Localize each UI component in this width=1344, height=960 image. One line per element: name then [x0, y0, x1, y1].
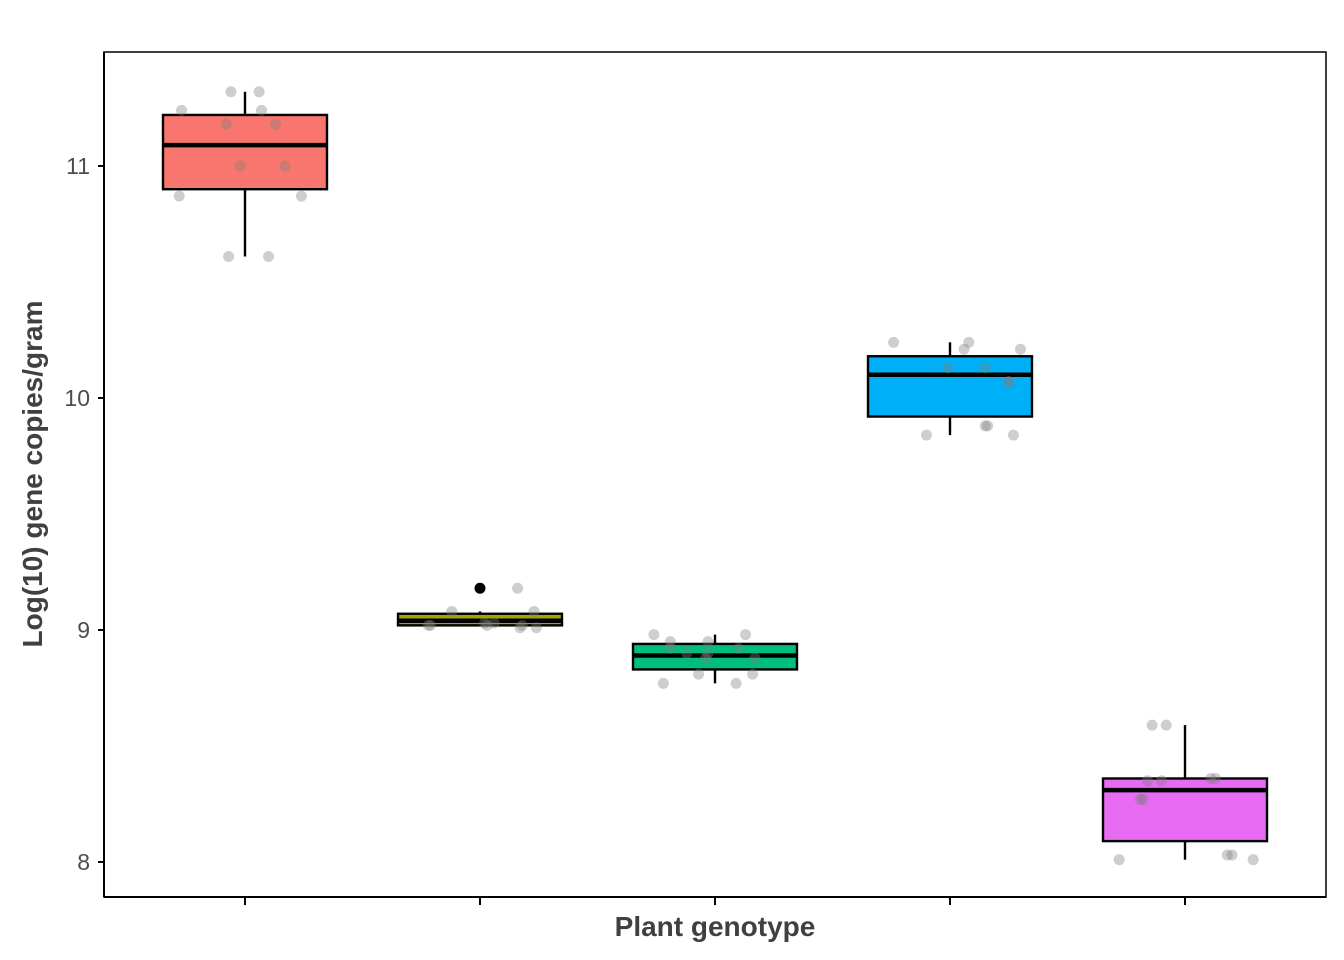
data-point	[1141, 775, 1153, 787]
data-point	[1007, 429, 1019, 441]
plot-panel	[103, 51, 1327, 898]
data-point	[1137, 793, 1149, 805]
data-point	[295, 190, 307, 202]
data-point	[425, 619, 437, 631]
data-point	[223, 250, 235, 262]
y-tick-label: 8	[77, 849, 90, 875]
box-iqr	[161, 113, 329, 191]
data-point	[176, 104, 188, 116]
data-point	[657, 677, 669, 689]
data-point	[1205, 772, 1217, 784]
data-point	[479, 617, 491, 629]
y-axis-ticks: 8 9 10 11	[64, 153, 104, 875]
x-axis-ticks	[244, 897, 1186, 905]
data-point	[664, 636, 676, 648]
y-axis-title: Log(10) gene copies/gram	[17, 301, 48, 648]
data-point	[979, 420, 991, 432]
data-point	[1221, 849, 1233, 861]
box-group	[866, 342, 1034, 436]
box-group	[1101, 725, 1269, 860]
data-point	[512, 582, 524, 594]
data-point	[225, 86, 237, 98]
data-point	[664, 643, 676, 655]
data-point	[702, 636, 714, 648]
data-point	[1146, 719, 1158, 731]
data-point	[1134, 793, 1146, 805]
box-group	[161, 91, 329, 257]
box-group	[396, 582, 564, 627]
y-tick-label: 9	[77, 617, 90, 643]
data-point	[942, 362, 954, 374]
box-group	[631, 634, 799, 684]
data-point	[255, 104, 267, 116]
data-point	[1015, 343, 1026, 355]
data-point	[681, 647, 693, 659]
data-point	[234, 160, 246, 172]
data-point	[733, 643, 744, 655]
data-point	[530, 622, 542, 634]
data-point	[1210, 772, 1222, 784]
outlier-point	[474, 582, 486, 594]
data-point	[1226, 849, 1238, 861]
data-point	[1003, 376, 1015, 388]
data-point	[1113, 854, 1125, 866]
data-point	[446, 605, 458, 617]
data-point	[740, 629, 752, 641]
data-point	[958, 343, 970, 355]
data-point	[730, 677, 742, 689]
data-point	[422, 619, 434, 631]
data-point	[263, 250, 274, 262]
y-tick-label: 11	[66, 153, 90, 179]
data-point	[700, 652, 712, 664]
data-point	[747, 668, 759, 680]
data-point	[481, 619, 493, 631]
data-point	[921, 429, 932, 441]
data-point	[514, 622, 526, 634]
data-point	[220, 118, 232, 130]
data-point	[982, 420, 994, 432]
data-point	[648, 629, 660, 641]
data-point	[963, 336, 975, 348]
data-point	[253, 86, 265, 98]
data-point	[516, 619, 528, 631]
data-point	[693, 668, 705, 680]
data-point	[888, 336, 900, 348]
data-point	[702, 647, 714, 659]
data-point	[1247, 854, 1259, 866]
data-point	[173, 190, 185, 202]
data-point	[1160, 719, 1172, 731]
y-tick-label: 10	[64, 385, 90, 411]
data-point	[1156, 775, 1167, 787]
data-point	[488, 617, 500, 629]
box-iqr	[866, 355, 1034, 418]
data-point	[749, 652, 761, 664]
data-point	[528, 605, 540, 617]
data-point	[270, 118, 282, 130]
x-axis-title: Plant genotype	[615, 911, 816, 942]
points-layer	[173, 86, 1259, 866]
data-point	[279, 160, 291, 172]
data-point	[1003, 376, 1015, 388]
boxes-layer	[161, 91, 1269, 860]
data-point	[979, 362, 991, 374]
